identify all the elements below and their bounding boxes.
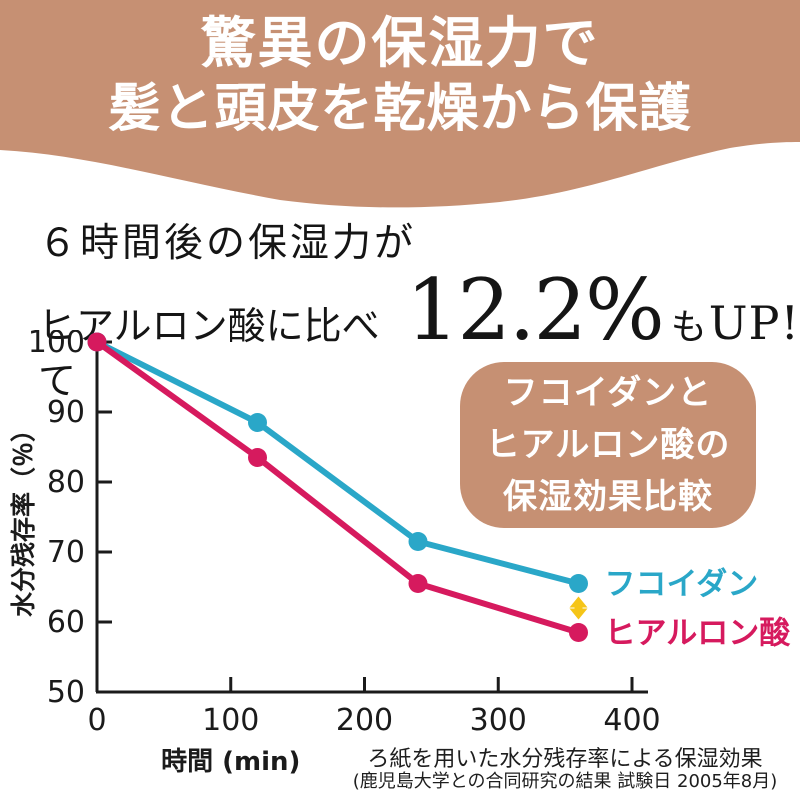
x-tick-label: 0: [87, 703, 106, 738]
headline-big-value: 12.2%: [405, 261, 665, 359]
headline: ６時間後の保湿力が ヒアルロン酸に比べて 12.2% も UP!: [38, 220, 800, 405]
x-axis-title: 時間 (min): [161, 747, 300, 777]
y-tick-label: 70: [47, 535, 85, 570]
banner-wave-path: [0, 0, 800, 208]
hyaluronic-point: [569, 623, 588, 642]
y-tick-label: 80: [47, 465, 85, 500]
y-tick-label: 100: [28, 330, 85, 360]
headline-suffix-mo: も: [670, 307, 707, 348]
x-tick-label: 200: [336, 703, 393, 738]
fucoidan-point: [248, 413, 267, 432]
footnote-line1: ろ紙を用いた水分残存率による保湿効果: [367, 747, 763, 772]
moisture-retention-chart: 50 60 70 80 90 100 0 100 200 300 400 時間 (min) 水分残存率（…: [9, 330, 792, 777]
banner-title-line1: 驚異の保湿力で: [200, 10, 600, 75]
x-tick-label: 100: [202, 703, 259, 738]
comparison-title-box: フコイダンと ヒアルロン酸の 保湿効果比較: [460, 362, 756, 528]
y-tick-label: 60: [47, 605, 85, 640]
comparison-box-line3: 保湿効果比較: [503, 477, 713, 517]
fucoidan-point: [408, 532, 428, 551]
x-tick-label: 400: [603, 703, 660, 738]
fucoidan-point: [569, 574, 588, 593]
comparison-box-line2: ヒアルロン酸の: [485, 425, 731, 465]
hyaluronic-point: [87, 332, 107, 352]
y-tick-label: 90: [47, 395, 85, 430]
fucoidan-line: [95, 339, 580, 587]
headline-line1: ６時間後の保湿力が: [38, 221, 417, 266]
hyaluronic-point: [248, 448, 267, 467]
hyaluronic-series-label: ヒアルロン酸: [605, 616, 792, 652]
y-tick-label: 50: [47, 675, 85, 710]
gap-double-arrow: [569, 596, 588, 620]
hyaluronic-line: [95, 339, 580, 636]
y-axis-title: 水分残存率（％）: [9, 417, 38, 617]
x-tick-label: 300: [470, 703, 527, 738]
comparison-box-line1: フコイダンと: [503, 373, 713, 413]
hyaluronic-point: [408, 574, 428, 593]
banner-wave: [0, 0, 800, 208]
banner-title-line2: 髪と頭皮を乾燥から保護: [108, 78, 692, 139]
banner-title: 驚異の保湿力で 髪と頭皮を乾燥から保護: [0, 8, 800, 140]
footnote-line2: (鹿児島大学との合同研究の結果 試験日 2005年8月): [352, 771, 778, 792]
fucoidan-series-label: フコイダン: [605, 567, 759, 603]
headline-suffix-up: UP!: [708, 296, 800, 350]
headline-line2: ヒアルロン酸に比べて 12.2% も UP!: [38, 268, 800, 405]
